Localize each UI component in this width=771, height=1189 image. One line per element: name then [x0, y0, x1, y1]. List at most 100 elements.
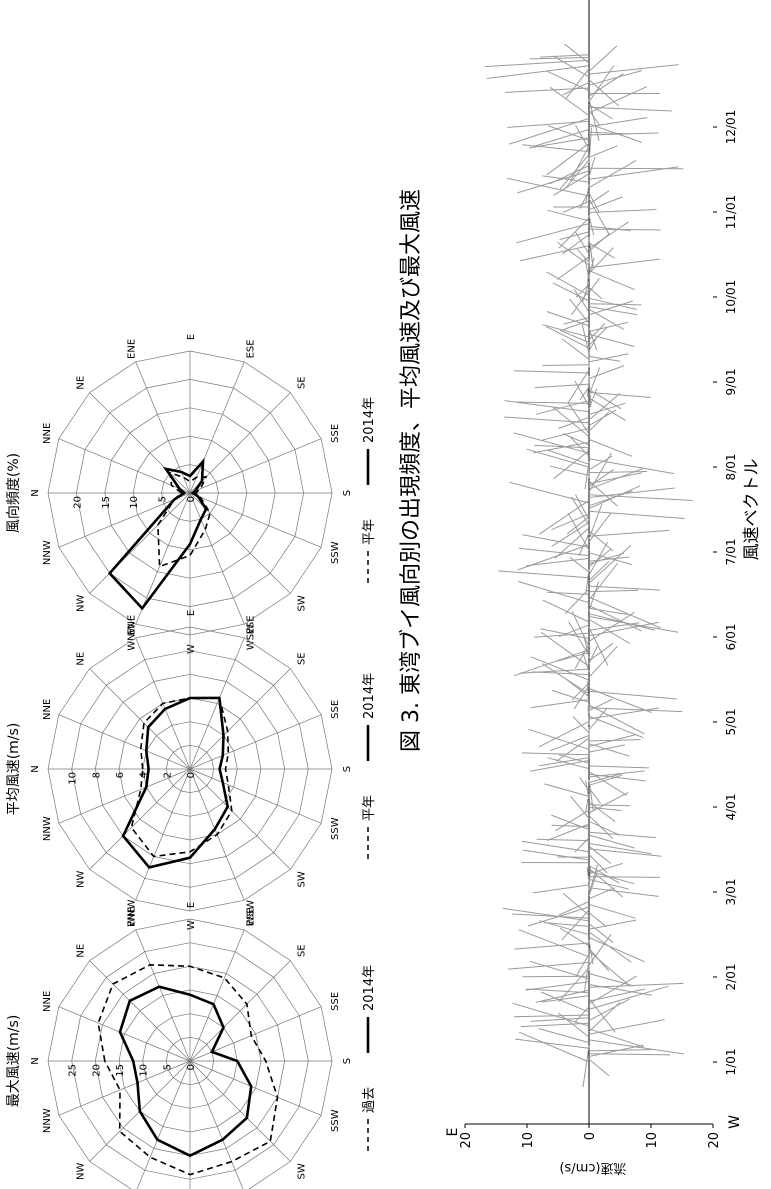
wind-vector-stick [553, 450, 590, 480]
wind-vector-stick [515, 1038, 590, 1049]
wind-vector-stick [562, 200, 590, 213]
grid-spoke [189, 929, 245, 1062]
wind-vector-stick [551, 814, 590, 831]
wind-vector-stick [539, 757, 590, 767]
wind-vector-stick [545, 326, 590, 349]
wind-vector-stick [588, 1039, 684, 1055]
wind-vector-stick [588, 774, 623, 786]
wind-frequency-rose: 5 10 15 20 0 N NNE NE ENE E ESE SE SSE S SSW SW WSW W WNW N… [6, 334, 377, 654]
wind-vector-stick [588, 225, 631, 232]
wind-vector-stick [588, 690, 677, 700]
end-label-bottom: W [727, 1115, 743, 1129]
series-line-reference [157, 471, 211, 568]
wind-vector-stick [588, 585, 661, 591]
direction-label: NW [76, 1163, 87, 1180]
wind-vector-stick [588, 1058, 610, 1077]
wind-vector-stick [574, 643, 590, 669]
wind-vector-stick [516, 401, 590, 404]
wind-vector-stick [588, 79, 620, 107]
wind-vector-stick [588, 300, 633, 316]
figure-caption: 図 3. 東湾ブイ風向別の出現頻度、平均風速及び最大風速 [399, 189, 424, 752]
wind-vector-stick [588, 562, 619, 601]
direction-label: WNW [126, 623, 137, 650]
radial-tick-label: 15 [101, 496, 112, 509]
wind-vector-stick [588, 842, 652, 855]
wind-vector-stick [588, 743, 630, 757]
radial-tick-label: 0 [186, 772, 197, 778]
wind-vector-stick [574, 1006, 590, 1023]
wind-vector-stick [522, 849, 590, 861]
wind-vector-stick [588, 771, 627, 796]
wind-vector-stick [518, 1031, 590, 1063]
wind-vector-stick [588, 912, 607, 928]
grid-spoke [58, 438, 191, 494]
grid-spoke [135, 929, 191, 1062]
radial-tick-label: 20 [91, 1064, 102, 1077]
wind-vector-stick [587, 259, 590, 288]
wind-vector-stick [588, 510, 685, 519]
series-line-current [118, 985, 253, 1158]
wind-vector-stick [588, 876, 660, 878]
wind-vector-stick [588, 64, 679, 75]
wind-vector-stick [502, 907, 590, 922]
max-wind-speed-rose: 5 10 15 20 25 0 N NNE NE ENE E ESE SE SSE S SSW SW WSW W WN… [6, 902, 377, 1189]
y-tick-label: 10 [645, 1132, 660, 1149]
wind-vector-stick [558, 1012, 590, 1038]
wind-vector-stick [549, 465, 590, 476]
wind-vector-stick [585, 793, 590, 813]
wind-vector-stick [559, 154, 590, 190]
wind-vector-stick [588, 480, 618, 507]
wind-vector-stick [521, 840, 590, 853]
series-line-reference [130, 697, 233, 858]
wind-vector-stick [582, 651, 590, 672]
wind-vector-stick [588, 854, 608, 874]
radial-tick-label: 5 [162, 1064, 173, 1070]
x-axis-label: 風速ベクトル [742, 459, 762, 561]
wind-vector-stick [588, 104, 614, 120]
wind-vector-stick [588, 937, 645, 963]
wind-vector-stick [564, 159, 590, 189]
direction-label: N [30, 765, 41, 772]
direction-label: SE [296, 652, 307, 665]
wind-vector-stick [561, 338, 590, 360]
wind-vector-stick [547, 125, 590, 141]
wind-vector-stick [588, 739, 641, 742]
mean-wind-speed-rose: 2 4 6 8 10 0 N NNE NE ENE E ESE SE SSE S SSW SW WSW W WNW NW… [6, 610, 377, 930]
grid-spoke [189, 668, 291, 770]
grid-spoke [135, 1060, 191, 1189]
direction-label: NNE [42, 991, 53, 1012]
wind-vector-stick [567, 369, 590, 404]
wind-vector-stick [561, 909, 590, 941]
wind-vector-stick [535, 989, 590, 1003]
wind-vector-stick [538, 1028, 590, 1044]
wind-vector-stick [588, 1049, 652, 1052]
wind-vector-stick [518, 929, 590, 958]
wind-vector-stick [588, 548, 612, 568]
wind-vector-stick [588, 552, 624, 565]
grid-spoke [189, 768, 322, 824]
wind-vector-stick [532, 884, 590, 894]
radial-tick-label: 5 [158, 496, 169, 502]
wind-vector-stick [588, 196, 623, 211]
direction-label: SSW [330, 817, 341, 840]
direction-label: WSW [246, 900, 257, 926]
wind-vector-stick [588, 707, 683, 713]
x-tick-label: 10/01 [724, 280, 738, 315]
wind-vector-stick [588, 848, 662, 857]
wind-vector-stick [520, 1022, 590, 1028]
grid-spoke [89, 392, 191, 494]
wind-vector-stick [588, 806, 622, 811]
wind-vector-stick [588, 306, 638, 316]
wind-vector-stick [588, 770, 645, 778]
wind-vector-stick [588, 998, 630, 1021]
wind-vector-stick [588, 156, 596, 177]
wind-vector-stick [512, 1002, 590, 1027]
wind-vector-stick [588, 109, 601, 126]
grid-spoke [58, 714, 191, 770]
wind-vector-stick [519, 245, 590, 262]
wind-vector-stick [588, 596, 661, 629]
wind-vector-stick [588, 512, 612, 543]
wind-vector-stick [578, 533, 590, 556]
wind-vector-stick [559, 927, 590, 947]
direction-label: SW [296, 595, 307, 611]
